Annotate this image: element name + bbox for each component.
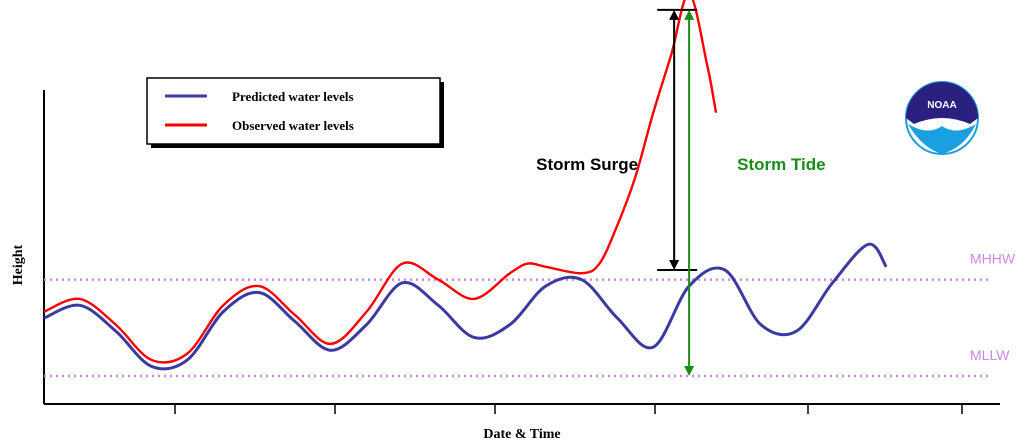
legend: Predicted water levels Observed water le… — [146, 77, 444, 148]
storm-surge-arrowhead-top — [669, 9, 680, 20]
svg-text:NOAA: NOAA — [927, 100, 956, 111]
storm-surge-arrowhead-bottom — [669, 260, 680, 270]
legend-label-observed: Observed water levels — [232, 118, 354, 133]
storm-tide-label: Storm Tide — [737, 155, 825, 174]
storm-tide-arrowhead-top — [684, 9, 695, 20]
noaa-logo: NOAA — [905, 81, 979, 155]
series-predicted-line — [43, 242, 888, 371]
storm-surge-label: Storm Surge — [536, 155, 638, 174]
legend-box — [146, 77, 441, 145]
x-axis-ticks — [174, 404, 963, 414]
reference-lines: MHHW MLLW — [44, 251, 1016, 378]
annotations: Storm Surge Storm Tide — [536, 8, 826, 376]
reference-label-mllw: MLLW — [970, 347, 1010, 363]
legend-label-predicted: Predicted water levels — [232, 89, 354, 104]
x-axis-label: Date & Time — [483, 427, 560, 442]
reference-label-mhhw: MHHW — [970, 251, 1016, 267]
storm-tide-arrowhead-bottom — [684, 366, 695, 376]
series-observed-line — [43, 0, 718, 364]
y-axis-label: Height — [11, 244, 26, 285]
